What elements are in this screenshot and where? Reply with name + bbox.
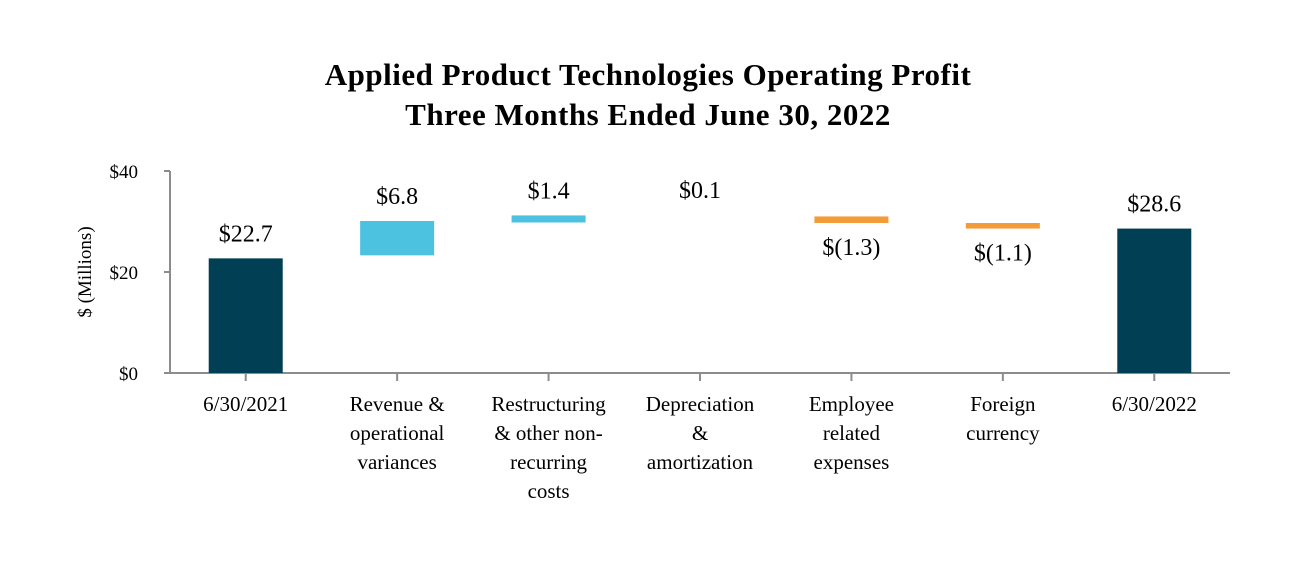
x-category-label: & — [692, 421, 708, 445]
x-category-label: variances — [357, 450, 436, 474]
x-category-label: Restructuring — [491, 392, 606, 416]
data-label: $22.7 — [219, 221, 273, 247]
data-label: $(1.3) — [822, 235, 880, 261]
y-tick-label: $0 — [119, 364, 138, 385]
x-category-label: Depreciation — [646, 392, 755, 416]
x-category-label: currency — [966, 421, 1040, 445]
bar-decrease — [966, 223, 1040, 229]
x-category-label: Employee — [809, 392, 894, 416]
y-tick-label: $20 — [110, 263, 139, 284]
bar-increase — [360, 221, 434, 255]
data-label: $1.4 — [528, 178, 570, 204]
data-label: $(1.1) — [974, 241, 1032, 267]
x-category-label: recurring — [510, 450, 587, 474]
x-category-label: 6/30/2022 — [1112, 392, 1197, 416]
bar-increase — [512, 215, 586, 222]
waterfall-chart: $ (Millions) $0 $20 $40 $22.7 $6.8 $1.4 $0.1 $(… — [0, 0, 1296, 566]
data-label: $6.8 — [376, 184, 418, 210]
x-category-label: Foreign — [970, 392, 1036, 416]
x-category-label: & other non- — [494, 421, 602, 445]
bar-total — [1117, 229, 1191, 373]
chart-marks: $0 $20 $40 $22.7 $6.8 $1.4 $0.1 $(1.3) $(1.1) $28… — [110, 162, 1231, 503]
y-axis-label: $ (Millions) — [75, 226, 96, 317]
y-tick-label: $40 — [110, 162, 139, 183]
x-category-label: 6/30/2021 — [203, 392, 288, 416]
x-category-label: related — [823, 421, 881, 445]
data-label: $28.6 — [1127, 192, 1181, 218]
x-category-label: costs — [528, 479, 570, 503]
x-category-label: amortization — [647, 450, 754, 474]
bar-decrease — [814, 216, 888, 223]
x-category-label: Revenue & — [350, 392, 445, 416]
data-label: $0.1 — [679, 178, 721, 204]
x-category-label: expenses — [814, 450, 890, 474]
x-category-label: operational — [350, 421, 445, 445]
bar-total — [209, 258, 283, 373]
